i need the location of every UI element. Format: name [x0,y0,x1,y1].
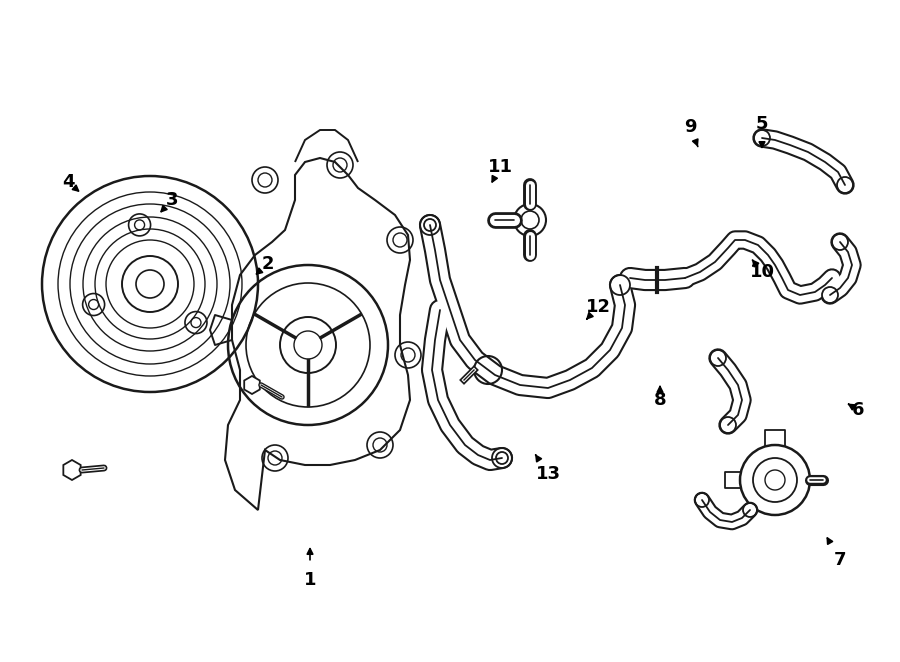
Text: 8: 8 [653,387,666,409]
Text: 12: 12 [586,298,610,319]
Text: 7: 7 [827,538,846,569]
Text: 6: 6 [849,401,864,419]
Text: 10: 10 [750,260,775,281]
Text: 9: 9 [684,118,698,146]
Polygon shape [244,376,260,394]
Text: 1: 1 [304,549,316,589]
Polygon shape [63,460,81,480]
Text: 3: 3 [161,191,178,212]
Text: 4: 4 [62,173,78,191]
Text: 2: 2 [256,255,274,274]
Text: 13: 13 [536,455,561,483]
Text: 11: 11 [488,158,512,182]
Text: 5: 5 [756,115,769,148]
